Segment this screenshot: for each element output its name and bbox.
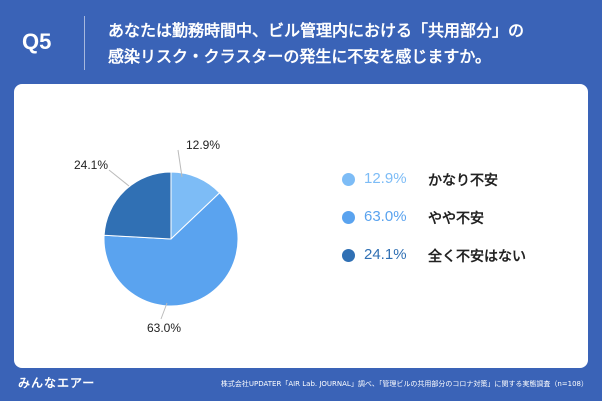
- chart-card: 12.9% 63.0% 24.1% 12.9% かなり不安 63.0% やや不安 24.1%…: [14, 84, 588, 368]
- question-line-1: あなたは勤務時間中、ビル管理内における「共用部分」の: [108, 21, 525, 40]
- question-text: あなたは勤務時間中、ビル管理内における「共用部分」の 感染リスク・クラスターの発…: [108, 18, 588, 70]
- pie-value-label-1: 12.9%: [186, 138, 221, 152]
- pie-slice-3: [103, 171, 172, 240]
- question-number: Q5: [22, 29, 52, 54]
- pie-value-label-3: 24.1%: [74, 158, 109, 172]
- question-header: Q5 あなたは勤務時間中、ビル管理内における「共用部分」の 感染リスク・クラスタ…: [0, 0, 602, 84]
- legend-value: 24.1%: [364, 246, 407, 263]
- legend-value: 12.9%: [364, 170, 407, 187]
- pie-leader-line-1: [177, 149, 183, 178]
- pie-value-label-2: 63.0%: [147, 321, 182, 335]
- legend-label: やや不安: [428, 211, 484, 227]
- pie-leader-line-3: [108, 169, 130, 187]
- source-note: 株式会社UPDATER「AIR Lab. JOURNAL」調べ、「管理ビルの共用…: [220, 380, 588, 388]
- legend-swatch: [342, 211, 355, 224]
- pie-slice-2: [103, 192, 239, 307]
- footer: みんなエアー 株式会社UPDATER「AIR Lab. JOURNAL」調べ、「…: [0, 368, 602, 401]
- header-divider: [84, 16, 85, 70]
- legend-value: 63.0%: [364, 208, 407, 225]
- legend-label: かなり不安: [428, 173, 498, 189]
- question-line-2: 感染リスク・クラスターの発生に不安を感じますか。: [108, 47, 492, 66]
- legend-label: 全く不安はない: [428, 249, 526, 265]
- pie-leader-line-2: [160, 302, 168, 320]
- legend-swatch: [342, 249, 355, 262]
- pie-chart: [103, 149, 239, 320]
- brand-logo: みんなエアー: [18, 376, 96, 390]
- legend-swatch: [342, 173, 355, 186]
